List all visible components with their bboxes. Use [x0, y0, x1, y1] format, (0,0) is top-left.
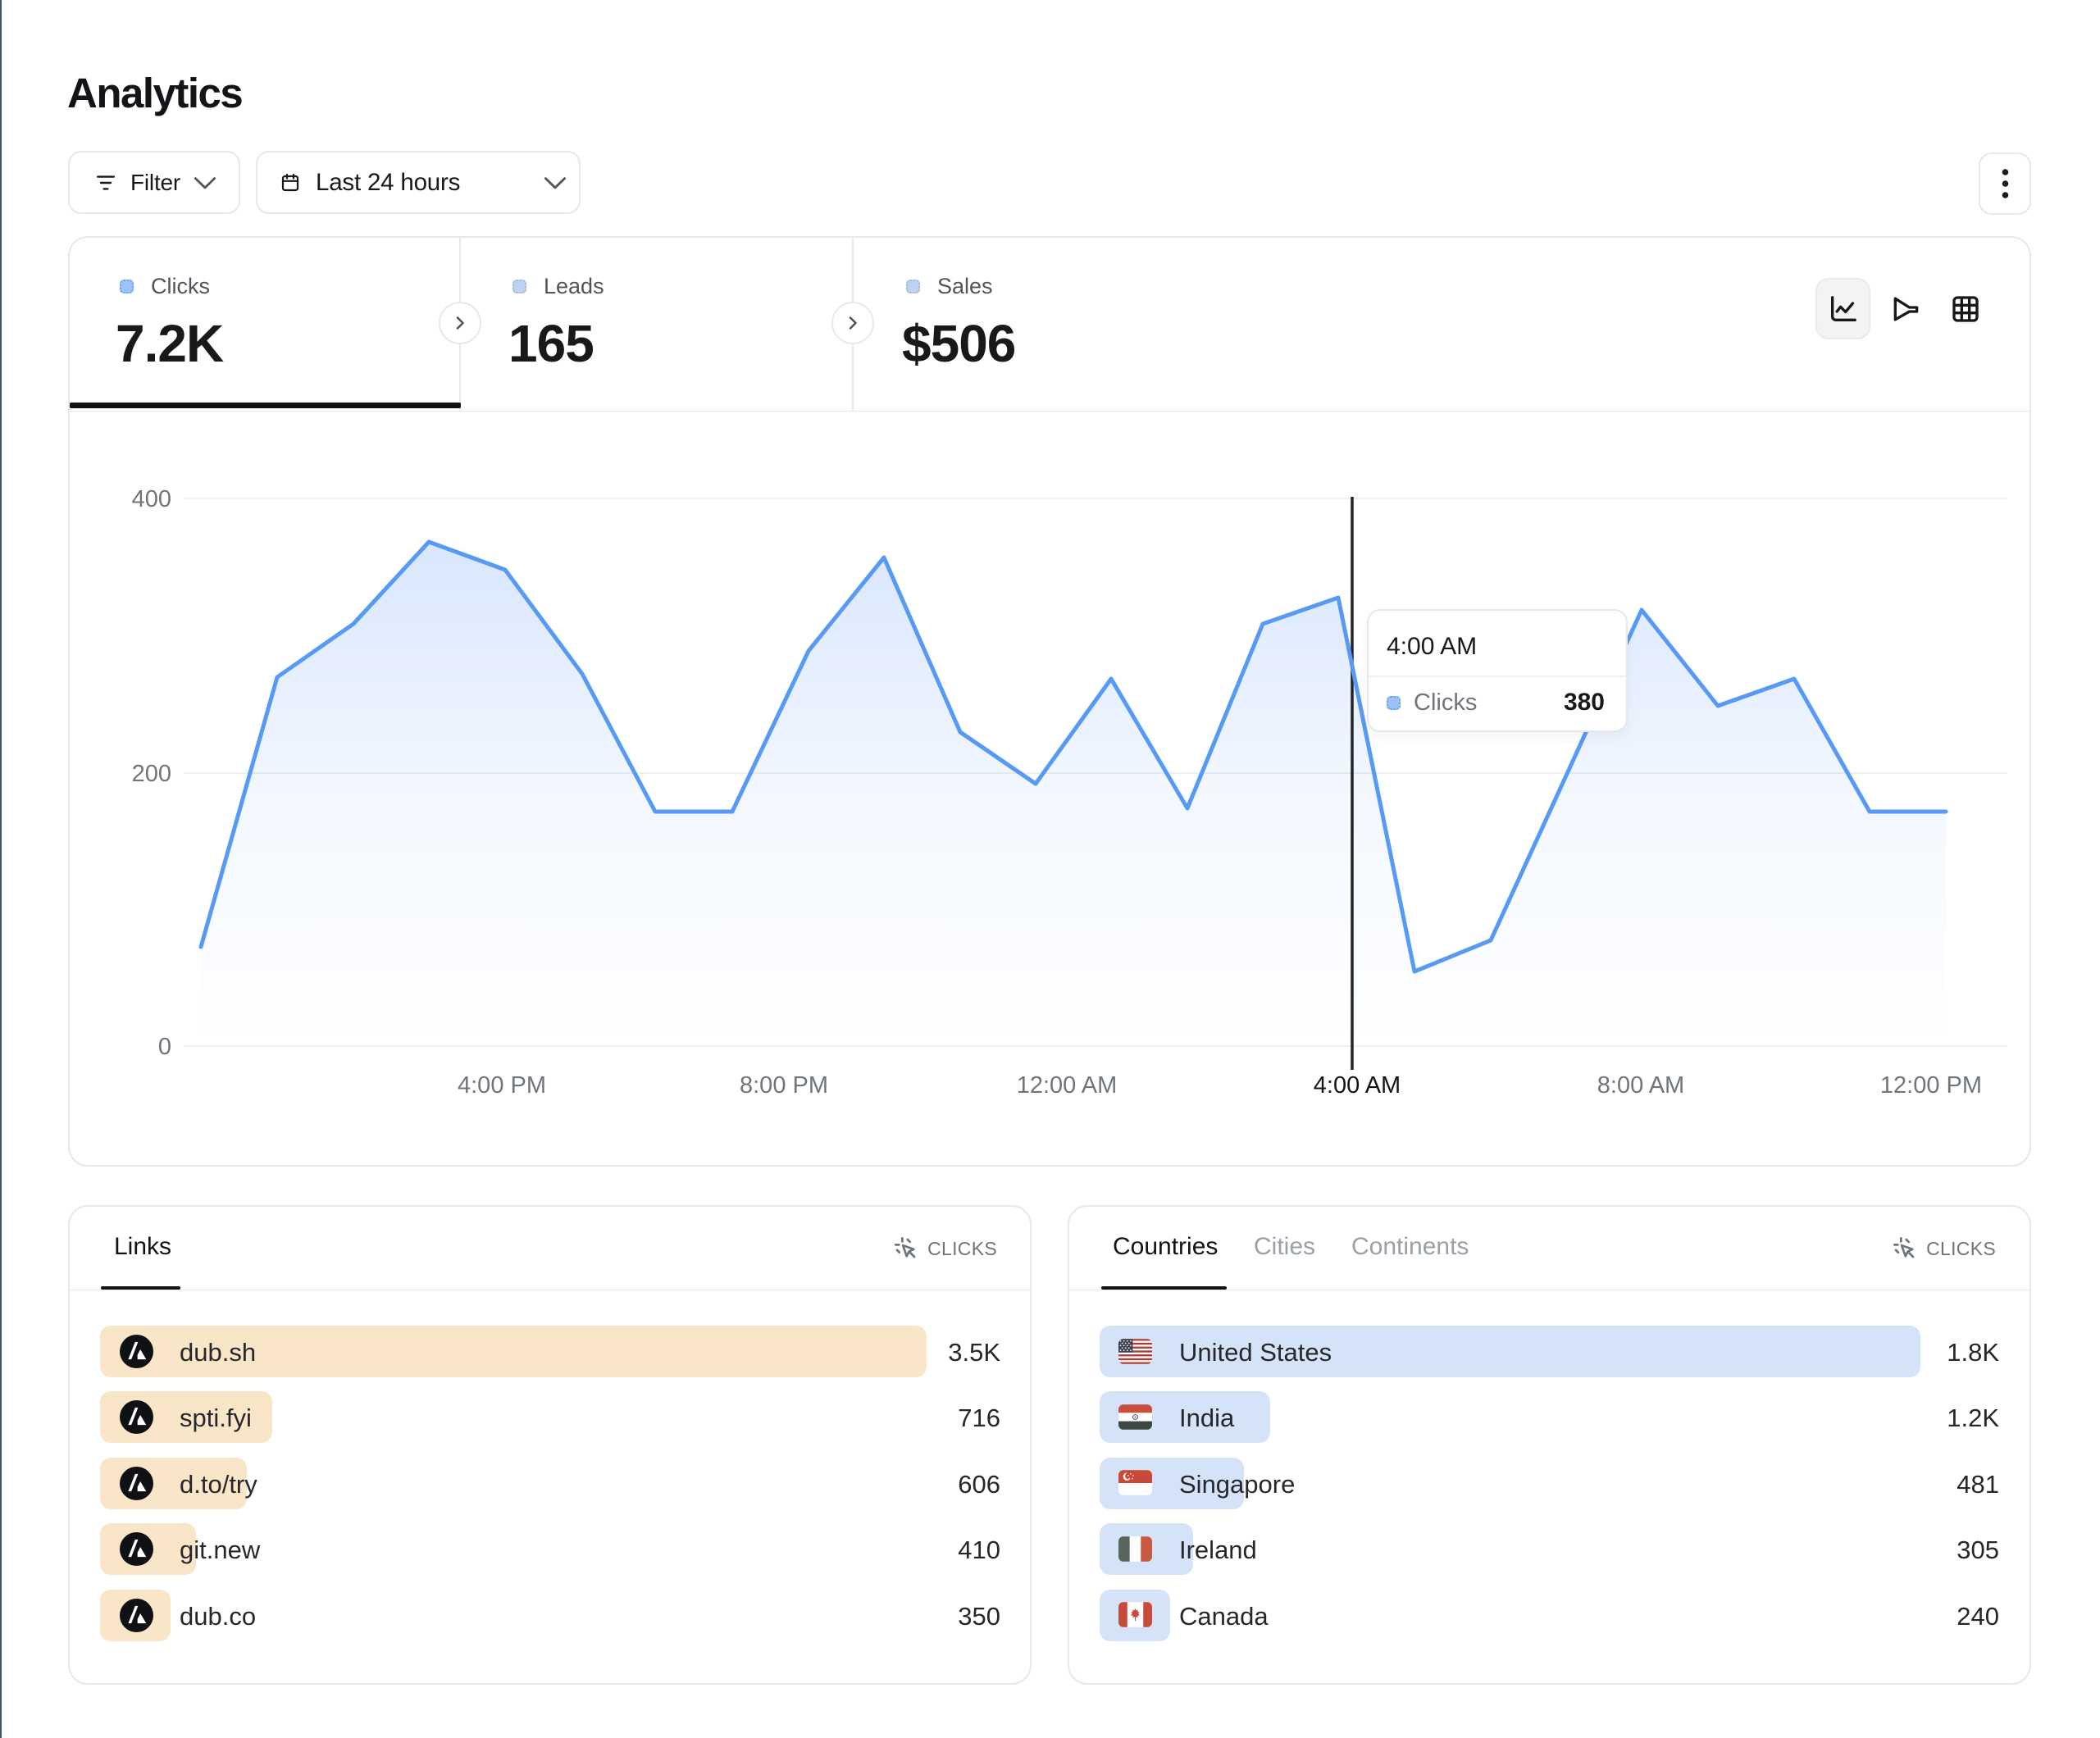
svg-text:8:00 PM: 8:00 PM — [740, 1072, 828, 1099]
svg-text:4:00 PM: 4:00 PM — [458, 1072, 546, 1099]
svg-text:12:00 AM: 12:00 AM — [1017, 1072, 1118, 1099]
svg-text:12:00 PM: 12:00 PM — [1880, 1072, 1982, 1099]
svg-text:4:00 AM: 4:00 AM — [1314, 1072, 1401, 1099]
svg-text:0: 0 — [158, 1034, 171, 1060]
svg-text:200: 200 — [132, 761, 171, 787]
svg-text:400: 400 — [132, 486, 171, 512]
svg-text:8:00 AM: 8:00 AM — [1597, 1072, 1684, 1099]
